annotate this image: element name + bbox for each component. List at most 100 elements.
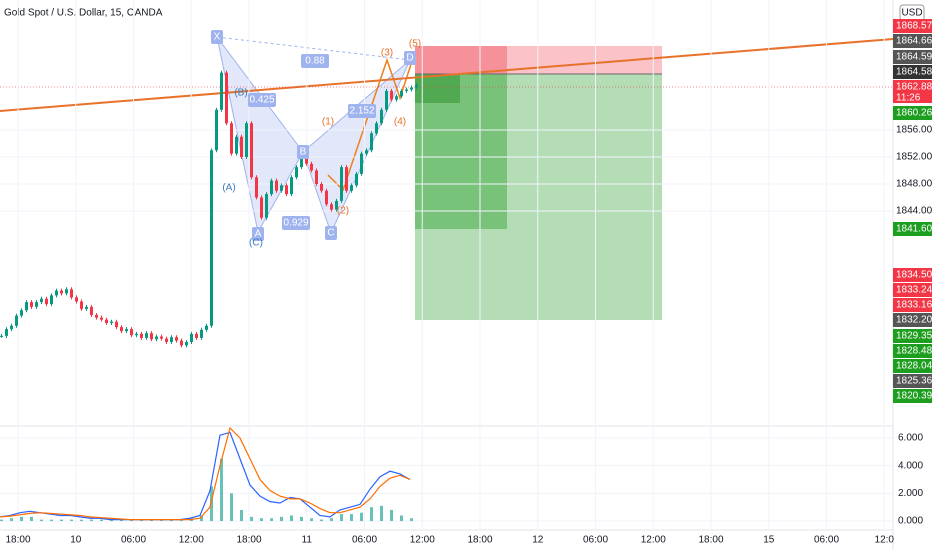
x-tick-label: 10	[70, 535, 82, 546]
pattern-point: X	[214, 32, 221, 43]
candle	[370, 133, 373, 151]
candle	[75, 297, 78, 302]
price-badge	[893, 80, 932, 103]
histogram-bar	[320, 519, 323, 521]
candle	[295, 167, 298, 178]
stop-zone-filled	[415, 46, 507, 74]
pattern-point-box	[211, 30, 223, 44]
ratio-box	[348, 104, 376, 118]
pattern-ratio: 0.425	[249, 95, 274, 106]
ratio-box	[248, 93, 276, 107]
candle	[235, 136, 238, 154]
chart-title: Gold Spot / U.S. Dollar, 15, OANDA	[4, 8, 163, 19]
price-badge	[893, 65, 932, 79]
candle	[360, 153, 363, 174]
candles	[0, 70, 418, 348]
candle	[20, 310, 23, 316]
histogram-bar	[140, 519, 143, 521]
candle	[60, 290, 63, 294]
histogram-bar	[110, 519, 113, 521]
histogram-bar	[0, 519, 3, 521]
candle	[175, 337, 178, 341]
wave-label: (5)	[409, 39, 421, 50]
candle	[15, 315, 18, 326]
histogram-bar	[130, 519, 133, 521]
price-badge-label: 1833.241	[896, 285, 932, 296]
wave-label: (3)	[381, 48, 393, 59]
candle	[330, 204, 333, 210]
candle	[80, 301, 83, 309]
candle	[255, 177, 258, 198]
candle	[410, 87, 413, 90]
candle	[260, 197, 263, 218]
candle	[165, 338, 168, 342]
histogram-bar	[240, 509, 243, 521]
price-badge-label: 1828.041	[896, 361, 932, 372]
y-tick-label: 1856.000	[896, 125, 932, 136]
candle	[145, 333, 148, 338]
candle	[210, 150, 213, 326]
histogram-bar	[100, 519, 103, 521]
candle	[85, 306, 88, 309]
candle	[405, 89, 408, 91]
pattern-point: A	[255, 229, 262, 240]
candle	[400, 90, 403, 97]
indicator-tick-label: 6.000	[898, 433, 923, 444]
price-badge	[893, 313, 932, 327]
histogram-bar	[260, 518, 263, 521]
price-badge	[893, 374, 932, 388]
x-tick-label: 18:00	[5, 535, 30, 546]
histogram-bar	[30, 516, 33, 521]
candle	[115, 321, 118, 328]
candle	[195, 333, 198, 338]
x-tick-label: 12:0	[875, 535, 895, 546]
candle	[200, 329, 203, 338]
indicator-line	[0, 426, 411, 521]
price-badge	[893, 344, 932, 358]
price-badge	[893, 298, 932, 312]
candle	[270, 180, 273, 195]
ratio-box	[301, 54, 329, 68]
histogram-bar	[250, 516, 253, 521]
price-badge	[893, 222, 932, 236]
price-badge-label: 1829.351	[896, 331, 932, 342]
target-zone	[415, 74, 662, 320]
candle	[90, 306, 93, 315]
candle	[375, 123, 378, 134]
x-tick-label: 15	[763, 535, 775, 546]
candle	[230, 123, 233, 154]
candle	[250, 123, 253, 178]
candle	[160, 336, 163, 339]
candle	[10, 325, 13, 330]
wave-label: (C)	[249, 238, 263, 249]
candle	[300, 154, 303, 168]
wave-label: (A)	[222, 183, 235, 194]
x-tick-label: 12:00	[179, 535, 204, 546]
candle	[130, 329, 133, 336]
x-tick-label: 12	[532, 535, 544, 546]
histogram-bar	[200, 515, 203, 521]
pattern-ratio: 0.88	[305, 56, 325, 67]
price-badge	[893, 389, 932, 403]
histogram-bar	[150, 519, 153, 521]
histogram-bar	[290, 515, 293, 521]
histogram-bar	[120, 519, 123, 521]
candle	[280, 185, 283, 191]
wave-label: (4)	[394, 117, 406, 128]
price-badge	[893, 283, 932, 297]
x-tick-label: 06:00	[814, 535, 839, 546]
candle	[285, 185, 288, 195]
price-badge-label: 1833.168	[896, 300, 932, 311]
candle	[105, 319, 108, 324]
indicator-tick-label: 4.000	[898, 460, 923, 471]
candle	[220, 72, 223, 110]
x-tick-label: 12:00	[641, 535, 666, 546]
candle	[50, 295, 53, 305]
y-tick-label: 1852.000	[896, 152, 932, 163]
candle	[350, 185, 353, 191]
histogram-bar	[390, 509, 393, 521]
candle	[70, 289, 73, 298]
candle	[95, 314, 98, 318]
